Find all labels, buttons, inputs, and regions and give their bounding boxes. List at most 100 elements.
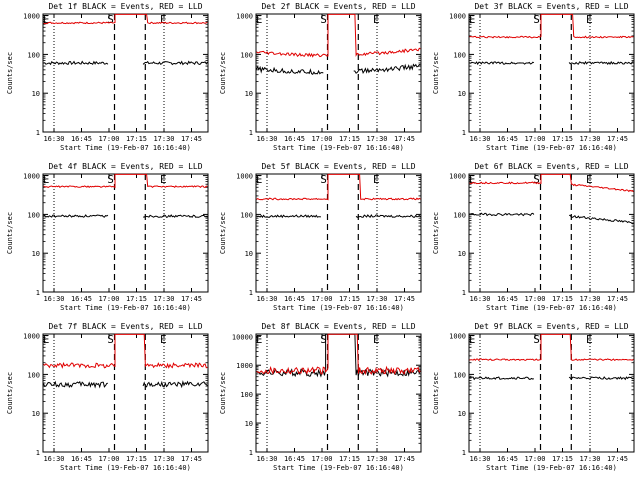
y-tick-label: 10 — [458, 250, 466, 258]
x-tick-label: 17:45 — [607, 295, 628, 303]
x-tick-label: 16:45 — [71, 455, 92, 463]
x-axis-label: Start Time (19-Feb-07 16:16:40) — [486, 144, 617, 152]
event-marker-label: E — [586, 333, 593, 346]
y-tick-label: 1000 — [236, 13, 253, 21]
x-tick-label: 17:15 — [126, 135, 147, 143]
x-tick-label: 16:45 — [284, 295, 305, 303]
x-tick-label: 17:00 — [311, 295, 332, 303]
x-tick-label: 17:00 — [98, 295, 119, 303]
event-marker-label: S — [107, 173, 114, 186]
x-tick-label: 17:15 — [339, 295, 360, 303]
event-marker-label: E — [469, 333, 476, 346]
plot-frame — [468, 173, 635, 293]
x-tick-label: 17:30 — [153, 455, 174, 463]
events-series-line — [355, 214, 421, 218]
y-tick-label: 100 — [240, 391, 253, 399]
events-series-line — [568, 376, 634, 381]
y-tick-label: 10000 — [232, 333, 253, 341]
x-tick-label: 16:45 — [71, 135, 92, 143]
x-tick-label: 16:45 — [497, 295, 518, 303]
events-series-line — [469, 376, 535, 381]
y-tick-label: 100 — [27, 371, 40, 379]
y-axis-label: Counts/sec — [6, 52, 14, 94]
y-axis-label: Counts/sec — [219, 212, 227, 254]
event-marker-label: E — [469, 13, 476, 26]
x-tick-label: 17:30 — [579, 455, 600, 463]
y-tick-label: 1 — [249, 289, 253, 297]
x-tick-label: 17:00 — [311, 455, 332, 463]
y-tick-label: 1000 — [236, 173, 253, 181]
lld-series-line — [256, 173, 421, 201]
chart-panel-det-3: Det 3f BLACK = Events, RED = LLD 1 10 100 10… — [432, 2, 635, 152]
y-tick-label: 1 — [249, 129, 253, 137]
y-tick-label: 10 — [32, 410, 40, 418]
x-axis-label: Start Time (19-Feb-07 16:16:40) — [60, 144, 191, 152]
x-tick-label: 16:30 — [256, 295, 277, 303]
x-tick-label: 17:00 — [524, 295, 545, 303]
y-axis-label: Counts/sec — [432, 52, 440, 94]
y-tick-label: 10 — [245, 420, 253, 428]
x-tick-label: 17:30 — [153, 135, 174, 143]
x-tick-label: 17:45 — [394, 295, 415, 303]
chart-panel-det-5: Det 5f BLACK = Events, RED = LLD 1 10 100 10… — [219, 162, 422, 312]
x-axis-label: Start Time (19-Feb-07 16:16:40) — [60, 464, 191, 472]
event-marker-label: E — [256, 13, 263, 26]
y-tick-label: 100 — [240, 211, 253, 219]
y-axis-label: Counts/sec — [432, 372, 440, 414]
event-marker-label: S — [533, 13, 540, 26]
chart-title: Det 5f BLACK = Events, RED = LLD — [261, 162, 415, 171]
plot-frame — [255, 333, 422, 453]
chart-title: Det 4f BLACK = Events, RED = LLD — [48, 162, 202, 171]
y-tick-label: 1000 — [449, 173, 466, 181]
events-series-line — [143, 214, 208, 218]
x-tick-label: 17:00 — [311, 135, 332, 143]
x-tick-label: 16:30 — [469, 455, 490, 463]
event-marker-label: E — [43, 173, 50, 186]
y-tick-label: 1 — [36, 289, 40, 297]
x-axis-label: Start Time (19-Feb-07 16:16:40) — [486, 464, 617, 472]
event-marker-label: E — [160, 173, 167, 186]
x-axis-label: Start Time (19-Feb-07 16:16:40) — [273, 304, 404, 312]
chart-title: Det 2f BLACK = Events, RED = LLD — [261, 2, 415, 11]
events-series-line — [256, 65, 324, 75]
y-tick-label: 1000 — [449, 333, 466, 341]
y-tick-label: 100 — [453, 371, 466, 379]
events-series-line — [469, 61, 535, 66]
y-axis-label: Counts/sec — [219, 372, 227, 414]
x-axis-label: Start Time (19-Feb-07 16:16:40) — [273, 144, 404, 152]
x-tick-label: 16:30 — [469, 135, 490, 143]
x-tick-label: 17:30 — [153, 295, 174, 303]
events-series-line — [569, 214, 634, 225]
x-tick-label: 16:45 — [284, 135, 305, 143]
y-axis-label: Counts/sec — [432, 212, 440, 254]
y-tick-label: 1000 — [23, 333, 40, 341]
x-tick-label: 17:15 — [126, 455, 147, 463]
plot-frame — [255, 173, 422, 293]
chart-panel-det-4: Det 4f BLACK = Events, RED = LLD 1 10 100 10… — [6, 162, 209, 312]
events-series-line — [568, 60, 634, 66]
y-tick-label: 1 — [249, 449, 253, 457]
x-tick-label: 17:15 — [126, 295, 147, 303]
event-marker-label: E — [373, 13, 380, 26]
chart-panel-det-8: Det 8f BLACK = Events, RED = LLD 1 10 100 10… — [219, 322, 422, 472]
y-tick-label: 100 — [240, 51, 253, 59]
x-tick-label: 17:15 — [339, 455, 360, 463]
y-tick-label: 1000 — [236, 362, 253, 370]
y-tick-label: 10 — [458, 410, 466, 418]
event-marker-label: E — [586, 13, 593, 26]
lld-series-line — [469, 333, 634, 362]
y-tick-label: 1000 — [449, 13, 466, 21]
x-tick-label: 16:30 — [43, 135, 64, 143]
chart-panel-det-2: Det 2f BLACK = Events, RED = LLD 1 10 100 10… — [219, 2, 422, 152]
x-axis-label: Start Time (19-Feb-07 16:16:40) — [486, 304, 617, 312]
event-marker-label: E — [586, 173, 593, 186]
chart-title: Det 1f BLACK = Events, RED = LLD — [48, 2, 202, 11]
y-tick-label: 10 — [32, 90, 40, 98]
event-marker-label: S — [320, 13, 327, 26]
y-axis-label: Counts/sec — [219, 52, 227, 94]
x-tick-label: 16:45 — [497, 135, 518, 143]
event-marker-label: E — [373, 173, 380, 186]
event-marker-label: E — [43, 333, 50, 346]
lld-series-line — [43, 173, 208, 189]
